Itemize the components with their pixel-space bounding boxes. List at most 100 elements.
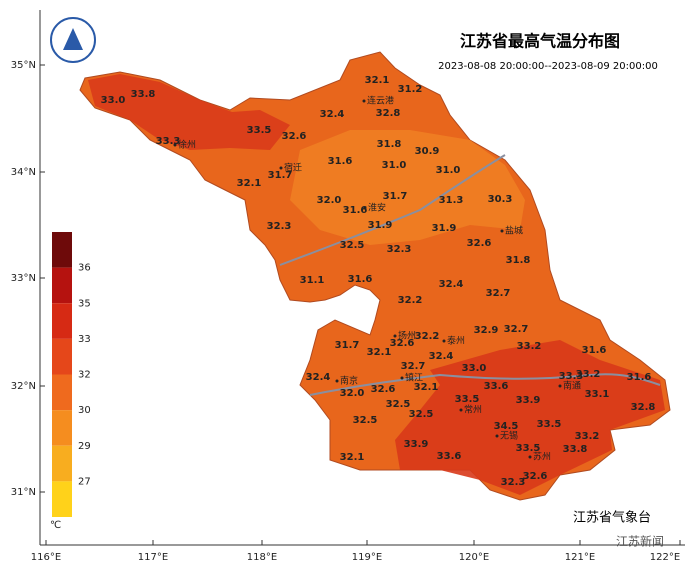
legend-label: 27 bbox=[78, 476, 91, 487]
station-value: 32.4 bbox=[429, 351, 454, 362]
station-value: 33.2 bbox=[576, 369, 601, 380]
legend-label: 36 bbox=[78, 263, 91, 274]
legend-label: 33 bbox=[78, 334, 91, 345]
station-value: 31.7 bbox=[383, 191, 408, 202]
station-value: 32.1 bbox=[414, 382, 439, 393]
legend-label: 30 bbox=[78, 405, 91, 416]
lat-label: 31°N bbox=[11, 487, 36, 498]
station-value: 32.5 bbox=[340, 240, 365, 251]
legend-swatch bbox=[52, 267, 72, 304]
station-value: 32.3 bbox=[501, 477, 526, 488]
station-value: 33.5 bbox=[247, 125, 272, 136]
logo-mark bbox=[63, 28, 83, 50]
city-label: 盐城 bbox=[505, 225, 523, 237]
lon-label: 118°E bbox=[247, 552, 277, 563]
city-label: 镇江 bbox=[405, 372, 423, 384]
legend-swatch bbox=[52, 410, 72, 446]
station-value: 32.7 bbox=[401, 361, 426, 372]
station-value: 32.1 bbox=[237, 178, 262, 189]
station-value: 31.0 bbox=[382, 160, 407, 171]
station-value: 33.1 bbox=[585, 389, 610, 400]
city-label: 泰州 bbox=[447, 335, 465, 347]
legend-swatch bbox=[52, 232, 72, 268]
legend-swatch bbox=[52, 303, 72, 339]
station-value: 32.6 bbox=[523, 471, 548, 482]
city-dot bbox=[393, 334, 397, 338]
legend-swatch bbox=[52, 374, 72, 411]
lon-label: 116°E bbox=[31, 552, 61, 563]
station-value: 31.6 bbox=[582, 345, 607, 356]
station-value: 33.2 bbox=[517, 341, 542, 352]
station-value: 32.2 bbox=[415, 331, 440, 342]
station-value: 32.1 bbox=[365, 75, 390, 86]
station-value: 33.6 bbox=[484, 381, 509, 392]
hot-zone-northwest bbox=[88, 74, 290, 150]
station-value: 32.3 bbox=[267, 221, 292, 232]
station-value: 32.5 bbox=[353, 415, 378, 426]
legend-swatch bbox=[52, 338, 72, 375]
station-value: 33.0 bbox=[101, 95, 126, 106]
station-value: 31.9 bbox=[368, 220, 393, 231]
lon-label: 117°E bbox=[138, 552, 168, 563]
city-dot bbox=[363, 206, 367, 210]
title: 江苏省最高气温分布图 bbox=[460, 32, 620, 51]
station-value: 31.6 bbox=[348, 274, 373, 285]
city-label: 扬州 bbox=[398, 330, 416, 342]
city-dot bbox=[400, 376, 404, 380]
station-value: 31.8 bbox=[506, 255, 531, 266]
legend-label: 29 bbox=[78, 441, 91, 452]
city-dot bbox=[500, 229, 504, 233]
city-dot bbox=[442, 339, 446, 343]
station-value: 33.5 bbox=[516, 443, 541, 454]
station-value: 31.8 bbox=[377, 139, 402, 150]
station-value: 31.6 bbox=[343, 205, 368, 216]
source: 江苏省气象台 bbox=[573, 510, 651, 526]
station-value: 31.1 bbox=[300, 275, 325, 286]
station-value: 31.0 bbox=[436, 165, 461, 176]
station-value: 31.3 bbox=[439, 195, 464, 206]
legend-swatch bbox=[52, 481, 72, 517]
legend-swatch bbox=[52, 445, 72, 482]
station-value: 32.6 bbox=[282, 131, 307, 142]
station-value: 32.1 bbox=[340, 452, 365, 463]
subtitle: 2023-08-08 20:00:00--2023-08-09 20:00:00 bbox=[438, 61, 658, 72]
station-value: 32.9 bbox=[474, 325, 499, 336]
station-value: 33.5 bbox=[455, 394, 480, 405]
station-value: 32.6 bbox=[467, 238, 492, 249]
station-value: 32.4 bbox=[439, 279, 464, 290]
city-dot bbox=[279, 166, 283, 170]
lon-label: 120°E bbox=[459, 552, 489, 563]
city-label: 徐州 bbox=[178, 139, 196, 151]
station-value: 32.8 bbox=[376, 108, 401, 119]
station-value: 31.7 bbox=[335, 340, 360, 351]
station-value: 30.3 bbox=[488, 194, 513, 205]
station-value: 32.5 bbox=[409, 409, 434, 420]
cooler-zone bbox=[290, 130, 525, 245]
station-value: 33.6 bbox=[437, 451, 462, 462]
station-value: 32.7 bbox=[486, 288, 511, 299]
station-value: 33.3 bbox=[156, 136, 181, 147]
city-dot bbox=[335, 379, 339, 383]
city-dot bbox=[495, 434, 499, 438]
city-label: 连云港 bbox=[367, 95, 394, 107]
river bbox=[279, 154, 506, 266]
station-value: 33.8 bbox=[131, 89, 156, 100]
station-value: 30.9 bbox=[415, 146, 440, 157]
station-value: 31.9 bbox=[432, 223, 457, 234]
city-label: 淮安 bbox=[368, 202, 386, 214]
city-label: 常州 bbox=[464, 404, 482, 416]
station-value: 32.0 bbox=[340, 388, 365, 399]
lat-label: 33°N bbox=[11, 273, 36, 284]
city-dot bbox=[173, 143, 177, 147]
station-value: 31.6 bbox=[328, 156, 353, 167]
station-value: 31.7 bbox=[268, 170, 293, 181]
station-value: 33.8 bbox=[563, 444, 588, 455]
lat-label: 32°N bbox=[11, 381, 36, 392]
city-label: 南京 bbox=[340, 375, 358, 387]
station-value: 33.9 bbox=[404, 439, 429, 450]
station-value: 32.4 bbox=[320, 109, 345, 120]
station-value: 33.2 bbox=[575, 431, 600, 442]
lon-label: 121°E bbox=[565, 552, 595, 563]
hot-zone-south bbox=[395, 340, 665, 495]
